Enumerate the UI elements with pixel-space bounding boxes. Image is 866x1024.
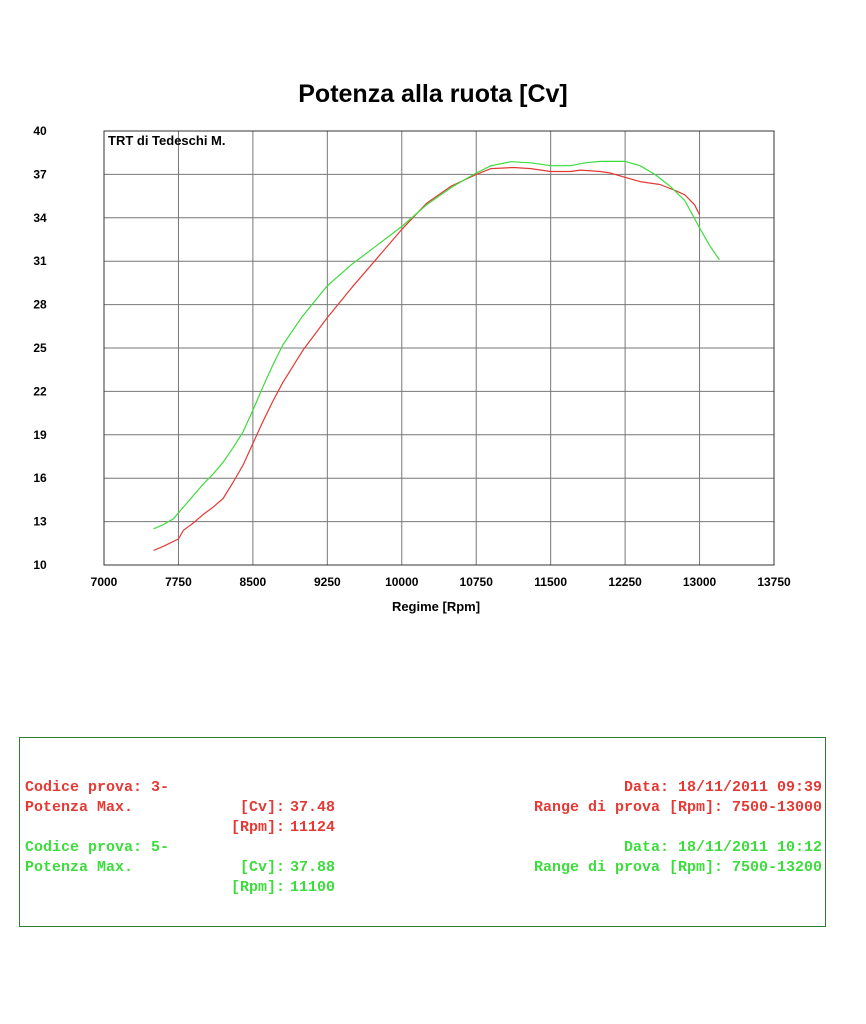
y-tick-label: 10 xyxy=(33,558,47,572)
rpm-unit-label: [Rpm]: xyxy=(230,879,285,896)
max-power-label: Potenza Max. xyxy=(25,859,134,876)
plot-frame xyxy=(103,130,775,566)
x-tick-label: 8500 xyxy=(240,575,267,589)
series-line-2 xyxy=(153,160,720,530)
x-tick-label: 9250 xyxy=(314,575,341,589)
chart-title: Potenza alla ruota [Cv] xyxy=(298,80,568,108)
x-tick-label: 7000 xyxy=(91,575,118,589)
run-code: Codice prova: 3- xyxy=(25,779,170,796)
cv-unit-label: [Cv]: xyxy=(239,859,285,876)
y-tick-label: 40 xyxy=(33,124,47,138)
y-tick-label: 22 xyxy=(33,384,47,398)
y-tick-label: 31 xyxy=(33,254,47,268)
max-power-rpm: 11124 xyxy=(290,819,336,836)
x-tick-label: 7750 xyxy=(165,575,192,589)
x-tick-label: 11500 xyxy=(534,575,567,589)
rpm-unit-label: [Rpm]: xyxy=(230,819,285,836)
x-axis-label: Regime [Rpm] xyxy=(392,599,480,614)
chart-ticks: 7000 7750 8500 9250 10000 10750 11500 12250 1300… xyxy=(33,124,791,589)
y-tick-label: 25 xyxy=(33,341,47,355)
y-tick-label: 37 xyxy=(33,167,47,181)
x-tick-label: 13000 xyxy=(683,575,717,589)
test-info-box: Codice prova: 3- Data: 18/11/2011 09:39 … xyxy=(19,737,826,927)
y-tick-label: 16 xyxy=(33,471,47,485)
test-range: Range di prova [Rpm]: 7500-13000 xyxy=(533,799,822,816)
x-tick-label: 10000 xyxy=(385,575,419,589)
x-tick-label: 13750 xyxy=(757,575,791,589)
power-chart: 7000 7750 8500 9250 10000 10750 11500 12250 1300… xyxy=(33,124,791,614)
x-tick-label: 12250 xyxy=(608,575,642,589)
y-tick-label: 19 xyxy=(33,428,47,442)
y-tick-label: 13 xyxy=(33,515,47,529)
run-date: Data: 18/11/2011 09:39 xyxy=(623,779,822,796)
y-tick-label: 34 xyxy=(33,211,47,225)
run-date: Data: 18/11/2011 10:12 xyxy=(623,839,822,856)
max-power-label: Potenza Max. xyxy=(25,799,134,816)
x-tick-label: 10750 xyxy=(460,575,494,589)
max-power-value: 37.48 xyxy=(290,799,336,816)
chart-grid xyxy=(103,130,775,566)
max-power-rpm: 11100 xyxy=(290,879,336,896)
series-line-1 xyxy=(153,166,701,552)
chart-annotation: TRT di Tedeschi M. xyxy=(108,133,226,148)
cv-unit-label: [Cv]: xyxy=(239,799,285,816)
chart-series xyxy=(153,160,720,552)
run-code: Codice prova: 5- xyxy=(25,839,170,856)
y-tick-label: 28 xyxy=(33,298,47,312)
max-power-value: 37.88 xyxy=(290,859,336,876)
test-range: Range di prova [Rpm]: 7500-13200 xyxy=(533,859,822,876)
